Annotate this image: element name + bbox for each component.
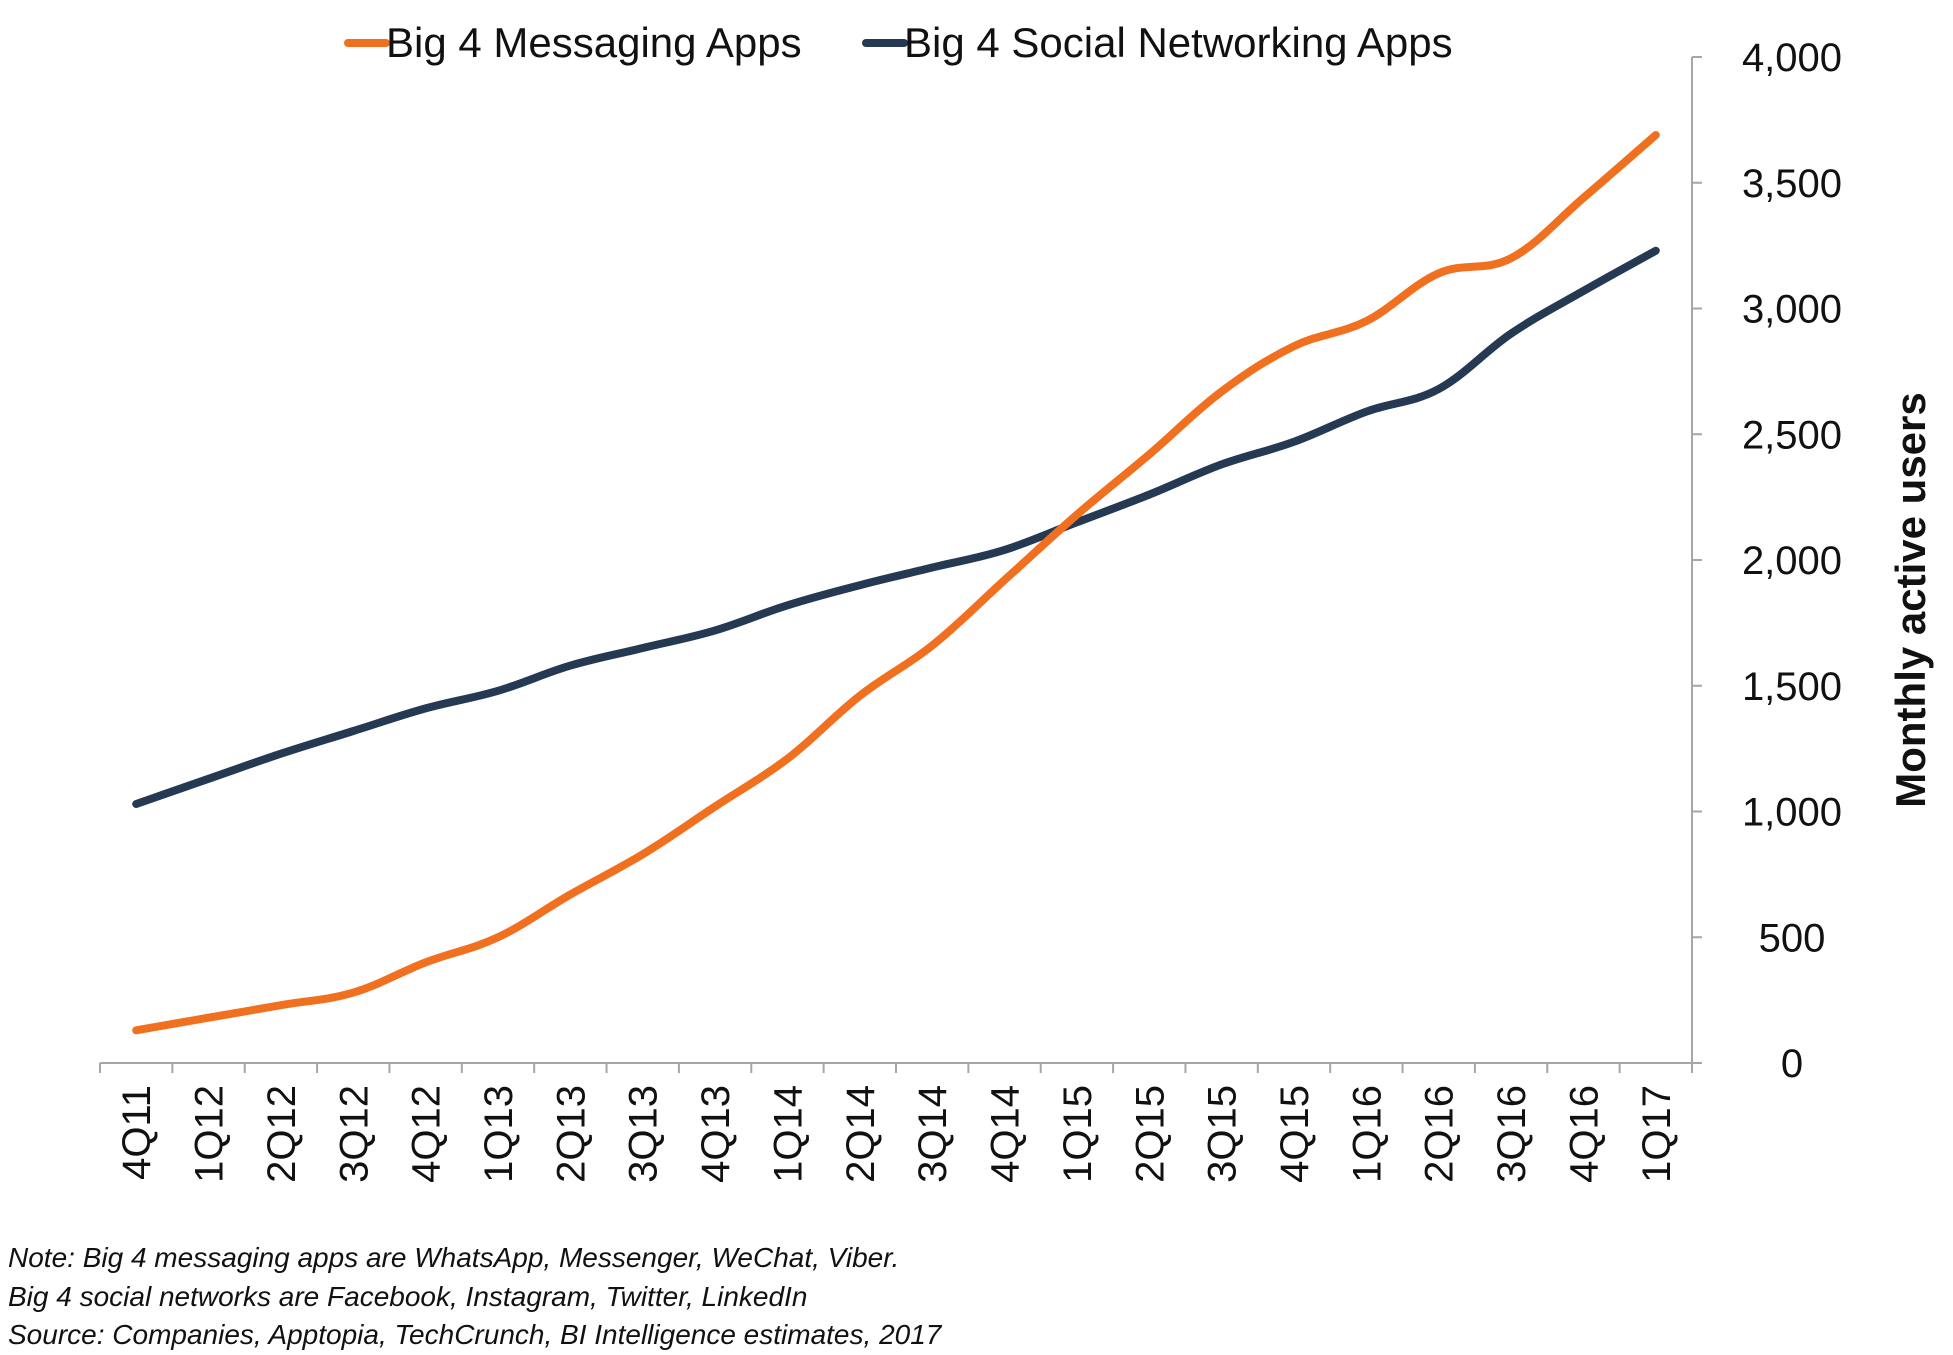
- x-tick-label: 4Q16: [1562, 1085, 1606, 1183]
- series-line-social-networking: [132, 246, 1660, 808]
- x-tick-label: 1Q15: [1056, 1085, 1100, 1183]
- y-tick-label: 1,000: [1742, 791, 1842, 835]
- footnote-line: Note: Big 4 messaging apps are WhatsApp,…: [8, 1242, 899, 1273]
- y-tick-label: 4,000: [1742, 36, 1842, 80]
- footnote-line: Source: Companies, Apptopia, TechCrunch,…: [8, 1319, 943, 1350]
- x-tick-label: 4Q14: [984, 1085, 1028, 1183]
- x-tick-label: 4Q12: [405, 1085, 449, 1183]
- x-tick-label: 4Q13: [694, 1085, 738, 1183]
- legend-label: Big 4 Social Networking Apps: [904, 19, 1453, 66]
- footnote-line: Big 4 social networks are Facebook, Inst…: [8, 1281, 807, 1312]
- footnotes: Note: Big 4 messaging apps are WhatsApp,…: [8, 1242, 943, 1350]
- legend-item-social-networking: Big 4 Social Networking Apps: [862, 19, 1453, 66]
- y-tick-label: 3,000: [1742, 288, 1842, 332]
- series-line-messaging: [132, 131, 1660, 1035]
- x-tick-label: 3Q16: [1490, 1085, 1534, 1183]
- x-tick-label: 4Q11: [115, 1085, 159, 1180]
- y-tick-label: 3,500: [1742, 162, 1842, 206]
- x-tick-label: 1Q14: [766, 1085, 810, 1183]
- legend-item-messaging: Big 4 Messaging Apps: [344, 19, 802, 66]
- axes: [100, 57, 1693, 1064]
- x-tick-label: 1Q16: [1345, 1085, 1389, 1183]
- y-axis-title: Monthly active users: [1887, 392, 1934, 807]
- series-layer: [132, 131, 1660, 1035]
- x-tick-label: 1Q12: [188, 1085, 232, 1183]
- x-tick-label: 3Q15: [1201, 1085, 1245, 1183]
- y-tick-label: 2,000: [1742, 539, 1842, 583]
- y-tick-label: 0: [1781, 1042, 1803, 1086]
- y-tick-label: 500: [1759, 916, 1826, 960]
- x-tick-label: 2Q13: [549, 1085, 593, 1183]
- x-axis-ticks: 4Q11 1Q12 2Q12 3Q12 4Q12 1Q13 2Q13 3Q13 4Q13 1Q14…: [99, 1063, 1693, 1183]
- x-tick-label: 1Q13: [477, 1085, 521, 1183]
- x-tick-label: 2Q12: [260, 1085, 304, 1183]
- y-tick-label: 2,500: [1742, 413, 1842, 457]
- x-tick-label: 3Q12: [332, 1085, 376, 1183]
- y-tick-label: 1,500: [1742, 665, 1842, 709]
- x-tick-label: 3Q13: [622, 1085, 666, 1183]
- x-tick-label: 3Q14: [911, 1085, 955, 1183]
- y-axis-ticks: 4,000 3,500 3,000 2,500 2,000 1,500 1,000 500 0: [1692, 36, 1842, 1086]
- x-tick-label: 1Q17: [1635, 1085, 1679, 1183]
- legend-label: Big 4 Messaging Apps: [386, 19, 802, 66]
- x-tick-label: 2Q16: [1418, 1085, 1462, 1183]
- x-tick-label: 2Q15: [1128, 1085, 1172, 1183]
- legend: Big 4 Messaging Apps Big 4 Social Network…: [344, 19, 1453, 66]
- x-tick-label: 2Q14: [839, 1085, 883, 1183]
- x-tick-label: 4Q15: [1273, 1085, 1317, 1183]
